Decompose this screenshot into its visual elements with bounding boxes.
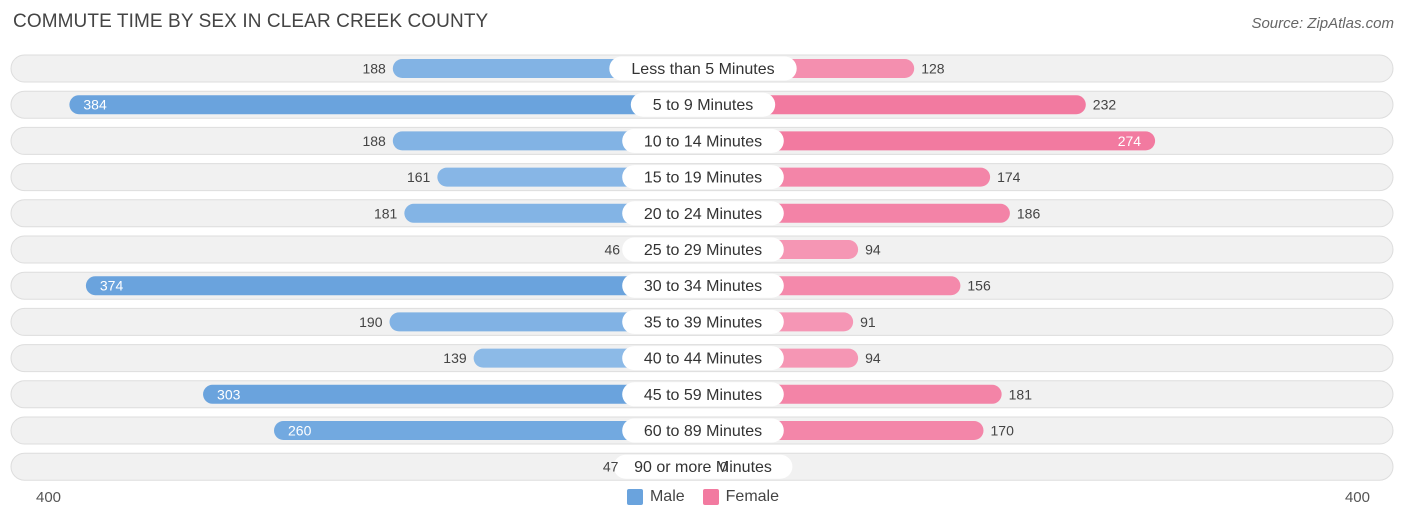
male-bar xyxy=(85,276,713,296)
category-pill xyxy=(622,237,784,262)
category-label: Less than 5 Minutes xyxy=(631,61,774,78)
female-swatch xyxy=(702,489,719,505)
category-pill xyxy=(609,56,797,81)
female-value-label: 232 xyxy=(1093,97,1117,113)
male-value-label: 161 xyxy=(407,169,431,185)
category-pill xyxy=(622,273,784,298)
male-value-label: 190 xyxy=(359,314,383,330)
female-value-label: 128 xyxy=(921,61,945,77)
category-pill xyxy=(622,128,784,153)
female-value-label: 156 xyxy=(967,278,991,294)
category-label: 45 to 59 Minutes xyxy=(644,387,762,404)
female-bar xyxy=(693,131,1156,151)
male-value-label: 181 xyxy=(374,205,398,221)
male-value-label: 260 xyxy=(288,423,312,439)
male-bar xyxy=(69,95,713,115)
female-value-label: 170 xyxy=(991,423,1015,439)
category-pill xyxy=(622,201,784,226)
male-bar xyxy=(203,384,714,404)
female-value-label: 186 xyxy=(1017,205,1041,221)
chart-title: COMMUTE TIME BY SEX IN CLEAR CREEK COUNT… xyxy=(13,11,489,32)
male-value-label: 303 xyxy=(217,386,241,402)
male-value-label: 188 xyxy=(362,61,386,77)
legend-female-label: Female xyxy=(725,488,780,505)
female-value-label: 181 xyxy=(1009,386,1033,402)
axis-left-label: 400 xyxy=(36,489,62,506)
legend: Male Female xyxy=(0,488,1406,506)
category-label: 15 to 19 Minutes xyxy=(644,170,762,187)
female-value-label: 0 xyxy=(720,459,728,475)
category-pill xyxy=(630,92,776,117)
male-value-label: 47 xyxy=(603,459,619,475)
male-swatch xyxy=(626,489,643,505)
male-value-label: 384 xyxy=(83,97,107,113)
axis-right-label: 400 xyxy=(1344,489,1370,506)
category-pill xyxy=(622,418,784,443)
legend-female: Female xyxy=(702,488,780,506)
category-label: 40 to 44 Minutes xyxy=(644,351,762,368)
category-label: 30 to 34 Minutes xyxy=(644,278,762,295)
male-bar xyxy=(274,421,713,440)
category-pill xyxy=(622,309,784,334)
legend-male-label: Male xyxy=(649,488,685,505)
female-value-label: 94 xyxy=(865,350,881,366)
category-label: 20 to 24 Minutes xyxy=(644,206,762,223)
category-pill xyxy=(613,454,793,479)
female-value-label: 274 xyxy=(1118,133,1142,149)
male-value-label: 374 xyxy=(100,278,124,294)
category-label: 10 to 14 Minutes xyxy=(644,133,762,150)
male-value-label: 46 xyxy=(605,242,621,258)
female-value-label: 174 xyxy=(997,169,1021,185)
category-label: 60 to 89 Minutes xyxy=(644,423,762,440)
category-pill xyxy=(622,382,784,407)
male-value-label: 139 xyxy=(443,350,467,366)
female-value-label: 91 xyxy=(860,314,876,330)
category-pill xyxy=(622,165,784,190)
source-label: Source: ZipAtlas.com xyxy=(1251,15,1394,32)
female-bar xyxy=(693,95,1086,115)
male-value-label: 188 xyxy=(362,133,386,149)
legend-male: Male xyxy=(626,488,685,506)
category-label: 5 to 9 Minutes xyxy=(653,97,754,114)
category-label: 35 to 39 Minutes xyxy=(644,314,762,331)
category-pill xyxy=(622,346,784,371)
female-value-label: 94 xyxy=(865,242,881,258)
category-label: 25 to 29 Minutes xyxy=(644,242,762,259)
category-label: 90 or more Minutes xyxy=(634,459,772,476)
